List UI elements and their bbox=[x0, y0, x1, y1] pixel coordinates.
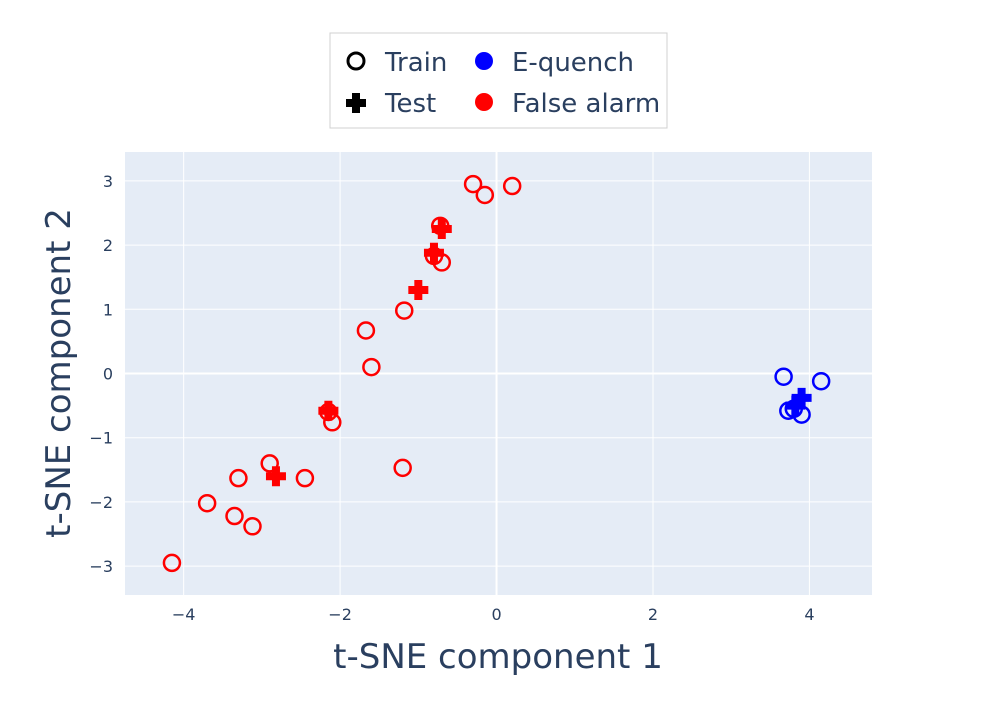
point-false-alarm-train bbox=[225, 506, 244, 526]
y-tick-label: 1 bbox=[103, 300, 113, 319]
point-false-alarm-train bbox=[162, 553, 182, 573]
x-tick-label: 2 bbox=[648, 605, 658, 624]
point-false-alarm-test bbox=[265, 466, 286, 487]
point-false-alarm-train bbox=[197, 493, 217, 513]
y-tick-label: 3 bbox=[103, 172, 113, 191]
y-tick-label: 2 bbox=[103, 236, 113, 255]
point-false-alarm-train bbox=[243, 517, 262, 536]
legend-item-train[interactable]: Train bbox=[346, 48, 447, 78]
point-false-alarm-test bbox=[318, 400, 339, 421]
legend-marker-false-alarm-dot-icon bbox=[475, 93, 493, 111]
legend-item-test[interactable]: Test bbox=[346, 89, 436, 119]
point-false-alarm-train bbox=[475, 185, 495, 205]
point-e-quench-train bbox=[774, 367, 793, 386]
point-false-alarm-test bbox=[431, 219, 452, 240]
legend: Train Test E-quench False alarm bbox=[329, 32, 668, 129]
legend-box bbox=[329, 32, 668, 129]
legend-marker-e-quench-dot-icon bbox=[475, 52, 493, 70]
y-axis-title: t-SNE component 2 bbox=[39, 208, 79, 538]
data-points bbox=[162, 174, 831, 573]
grid bbox=[125, 152, 872, 595]
x-tick-label: −2 bbox=[328, 605, 352, 624]
tick-labels: −4 −2 0 2 4 −3 −2 −1 0 1 2 3 bbox=[89, 172, 814, 624]
point-false-alarm-train bbox=[394, 301, 414, 320]
point-false-alarm-train bbox=[463, 174, 483, 194]
legend-item-false-alarm[interactable]: False alarm bbox=[475, 89, 660, 119]
legend-label-test: Test bbox=[384, 89, 436, 119]
point-false-alarm-train bbox=[502, 176, 522, 196]
y-tick-label: −3 bbox=[89, 557, 113, 576]
legend-label-e-quench: E-quench bbox=[512, 48, 634, 78]
y-tick-label: 0 bbox=[103, 365, 113, 384]
x-tick-label: −4 bbox=[172, 605, 196, 624]
legend-label-false-alarm: False alarm bbox=[512, 89, 660, 119]
y-tick-label: −1 bbox=[89, 429, 113, 448]
legend-marker-train-circle-icon bbox=[346, 51, 366, 71]
x-axis-title: t-SNE component 1 bbox=[333, 637, 663, 677]
point-e-quench-test bbox=[791, 387, 812, 408]
legend-label-train: Train bbox=[384, 48, 447, 78]
point-false-alarm-train bbox=[295, 468, 315, 488]
point-false-alarm-train bbox=[356, 321, 376, 340]
point-false-alarm-test bbox=[408, 280, 429, 301]
legend-item-e-quench[interactable]: E-quench bbox=[475, 48, 634, 78]
legend-marker-test-cross-icon bbox=[346, 93, 366, 113]
point-false-alarm-train bbox=[229, 468, 248, 488]
point-e-quench-train bbox=[811, 371, 831, 391]
point-false-alarm-train bbox=[393, 458, 412, 478]
point-false-alarm-train bbox=[362, 357, 381, 377]
point-false-alarm-test bbox=[423, 242, 444, 263]
x-tick-label: 4 bbox=[804, 605, 814, 624]
x-tick-label: 0 bbox=[491, 605, 501, 624]
point-e-quench-test bbox=[785, 395, 806, 416]
y-tick-label: −2 bbox=[89, 493, 113, 512]
point-false-alarm-train bbox=[260, 454, 279, 473]
